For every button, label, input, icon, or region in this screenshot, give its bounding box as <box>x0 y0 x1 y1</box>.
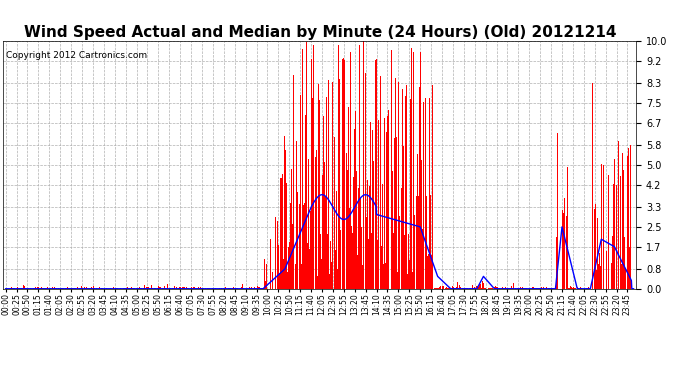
Title: Wind Speed Actual and Median by Minute (24 Hours) (Old) 20121214: Wind Speed Actual and Median by Minute (… <box>23 25 616 40</box>
Text: Copyright 2012 Cartronics.com: Copyright 2012 Cartronics.com <box>6 51 147 60</box>
